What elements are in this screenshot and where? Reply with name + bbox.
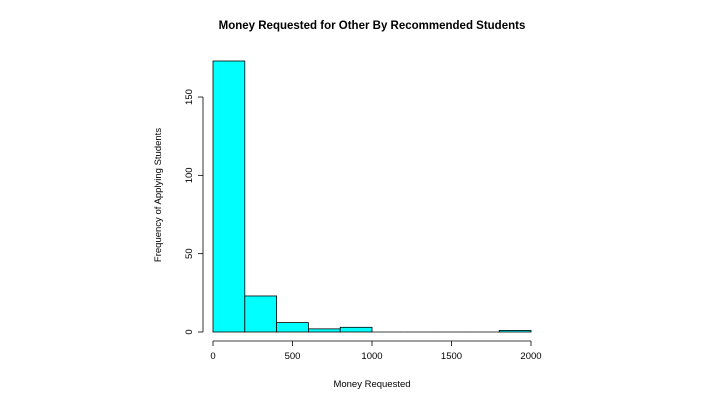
x-axis-label: Money Requested — [333, 379, 410, 390]
x-axis: 0 500 1000 1500 2000 — [210, 340, 542, 362]
x-tick-label: 2000 — [520, 351, 541, 362]
x-tick-label: 1000 — [361, 351, 382, 362]
x-tick-label: 1500 — [441, 351, 462, 362]
histogram-bar — [307, 328, 341, 333]
chart-title: Money Requested for Other By Recommended… — [219, 20, 526, 32]
y-tick-label: 0 — [184, 329, 195, 334]
bars-group — [212, 60, 532, 333]
y-axis: 0 50 100 150 — [184, 89, 204, 335]
histogram-bar — [212, 60, 246, 333]
histogram-bar — [339, 326, 373, 333]
y-tick-label: 100 — [184, 167, 195, 183]
histogram-bar — [498, 330, 532, 333]
y-axis-label: Frequency of Applying Students — [153, 128, 164, 262]
histogram-bar — [276, 322, 309, 333]
x-tick-label: 0 — [210, 351, 215, 362]
x-tick-label: 500 — [285, 351, 301, 362]
y-tick-label: 150 — [184, 89, 195, 105]
histogram-bar — [244, 295, 278, 333]
y-tick-label: 50 — [184, 248, 195, 259]
